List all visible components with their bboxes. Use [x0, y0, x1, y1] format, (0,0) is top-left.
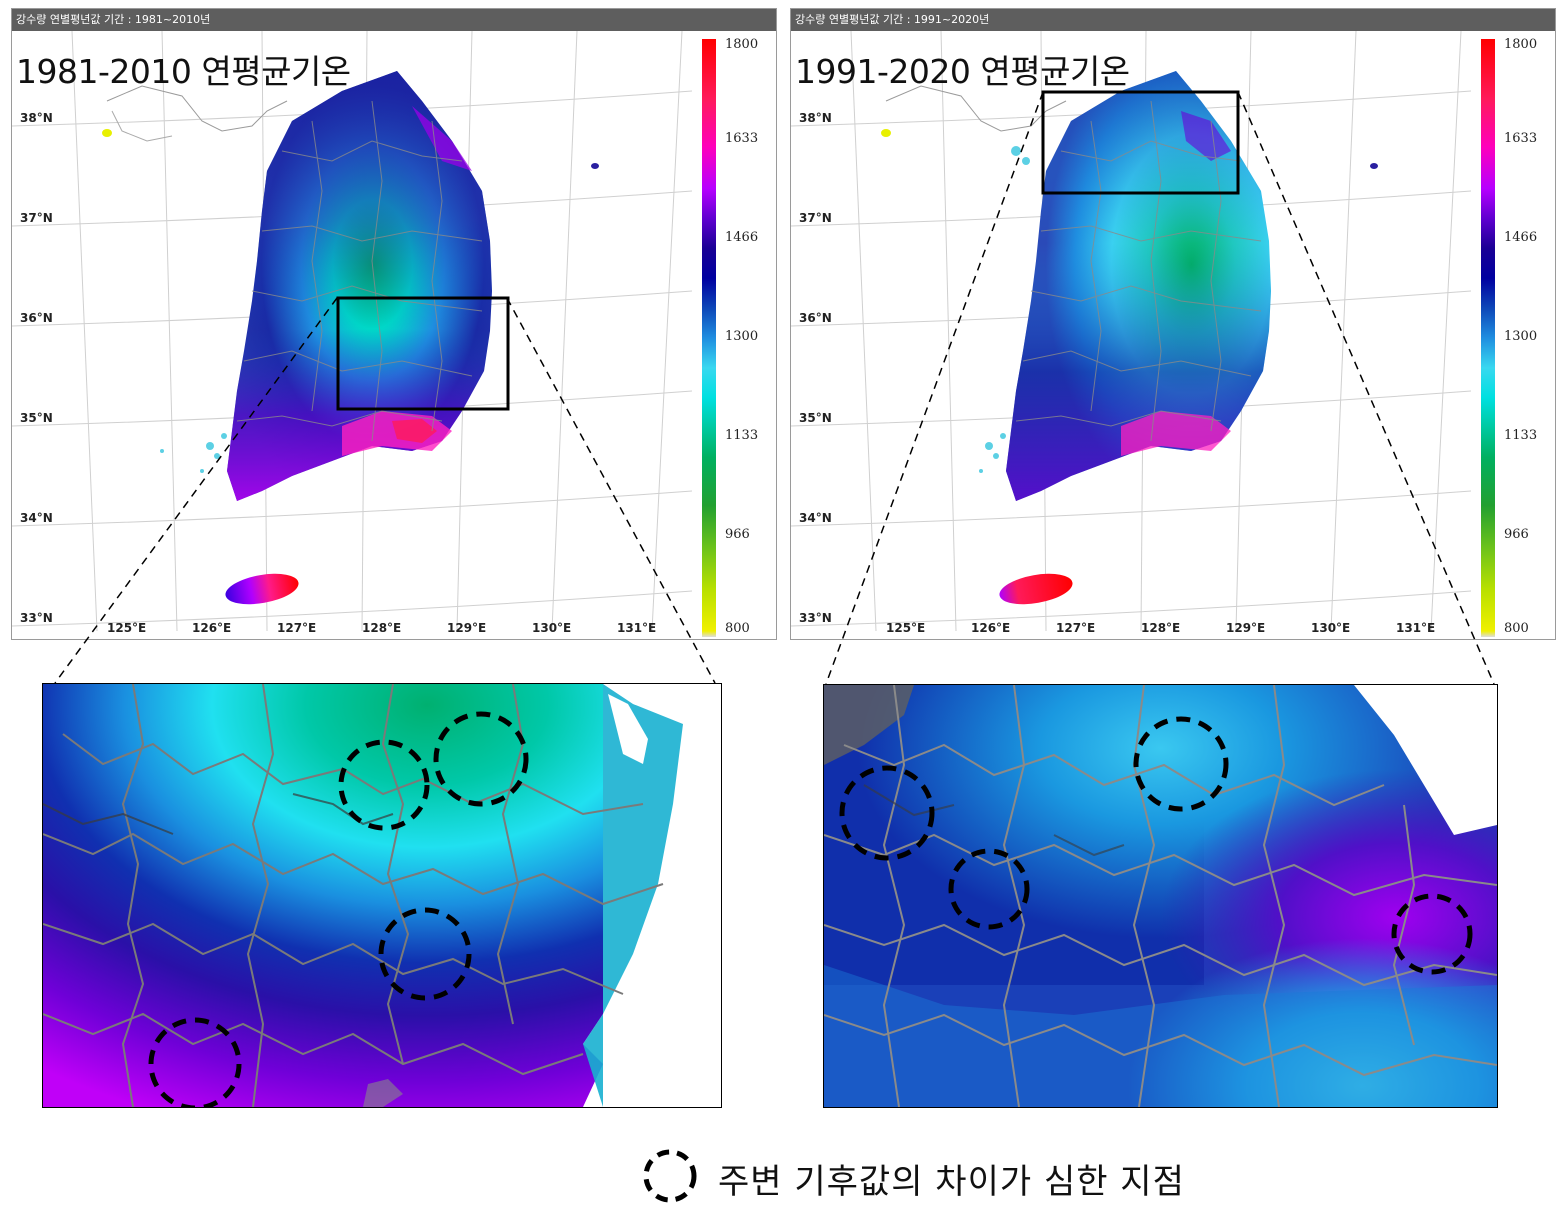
colorbar-tick: 1133 [1504, 428, 1538, 443]
colorbar-tick: 1633 [1504, 131, 1538, 146]
colorbar-tick: 1300 [725, 329, 759, 344]
zoom-inset-1991-2020 [823, 684, 1498, 1108]
colorbar [1481, 39, 1495, 637]
lat-label: 37°N [799, 211, 832, 225]
colorbar-tick: 966 [725, 527, 750, 542]
map-panel-1991-2020: 강수량 연별평년값 기간 : 1991~2020년 [790, 8, 1556, 640]
panel-header: 강수량 연별평년값 기간 : 1981~2010년 [12, 9, 776, 31]
lon-label: 130°E [1311, 621, 1351, 635]
lon-label: 127°E [277, 621, 317, 635]
colorbar-tick: 800 [725, 621, 750, 636]
colorbar-tick: 1633 [725, 131, 759, 146]
lon-label: 128°E [1141, 621, 1181, 635]
lat-label: 38°N [20, 111, 53, 125]
colorbar-tick: 1466 [725, 230, 759, 245]
lon-label: 129°E [1226, 621, 1266, 635]
map-title: 1981-2010 연평균기온 [16, 52, 351, 91]
lon-label: 129°E [447, 621, 487, 635]
lon-label: 125°E [886, 621, 926, 635]
zoom-inset-1981-2010 [42, 683, 722, 1108]
lat-label: 33°N [20, 611, 53, 625]
colorbar-tick: 1133 [725, 428, 759, 443]
colorbar-tick: 1300 [1504, 329, 1538, 344]
lat-label: 37°N [20, 211, 53, 225]
lat-label: 35°N [20, 411, 53, 425]
lon-label: 131°E [617, 621, 657, 635]
colorbar-tick: 966 [1504, 527, 1529, 542]
map-title: 1991-2020 연평균기온 [795, 52, 1130, 91]
precipitation-map [12, 31, 693, 632]
legend-label: 주변 기후값의 차이가 심한 지점 [718, 1162, 1185, 1202]
lat-label: 34°N [799, 511, 832, 525]
colorbar-tick: 1800 [1504, 37, 1538, 52]
dashed-circle-icon [643, 1149, 697, 1203]
lat-label: 36°N [20, 311, 53, 325]
colorbar-tick: 800 [1504, 621, 1529, 636]
lon-label: 125°E [107, 621, 147, 635]
lon-label: 127°E [1056, 621, 1096, 635]
lat-label: 33°N [799, 611, 832, 625]
zoom-map [43, 684, 721, 1107]
lat-label: 38°N [799, 111, 832, 125]
lon-label: 128°E [362, 621, 402, 635]
zoom-map [824, 685, 1497, 1107]
colorbar [702, 39, 716, 637]
lon-label: 126°E [971, 621, 1011, 635]
map-panel-1981-2010: 강수량 연별평년값 기간 : 1981~2010년 [11, 8, 777, 640]
lon-label: 130°E [532, 621, 572, 635]
lat-label: 34°N [20, 511, 53, 525]
lon-label: 126°E [192, 621, 232, 635]
lat-label: 35°N [799, 411, 832, 425]
colorbar-tick: 1800 [725, 37, 759, 52]
lon-label: 131°E [1396, 621, 1436, 635]
colorbar-tick: 1466 [1504, 230, 1538, 245]
precipitation-map [791, 31, 1472, 632]
lat-label: 36°N [799, 311, 832, 325]
panel-header: 강수량 연별평년값 기간 : 1991~2020년 [791, 9, 1555, 31]
